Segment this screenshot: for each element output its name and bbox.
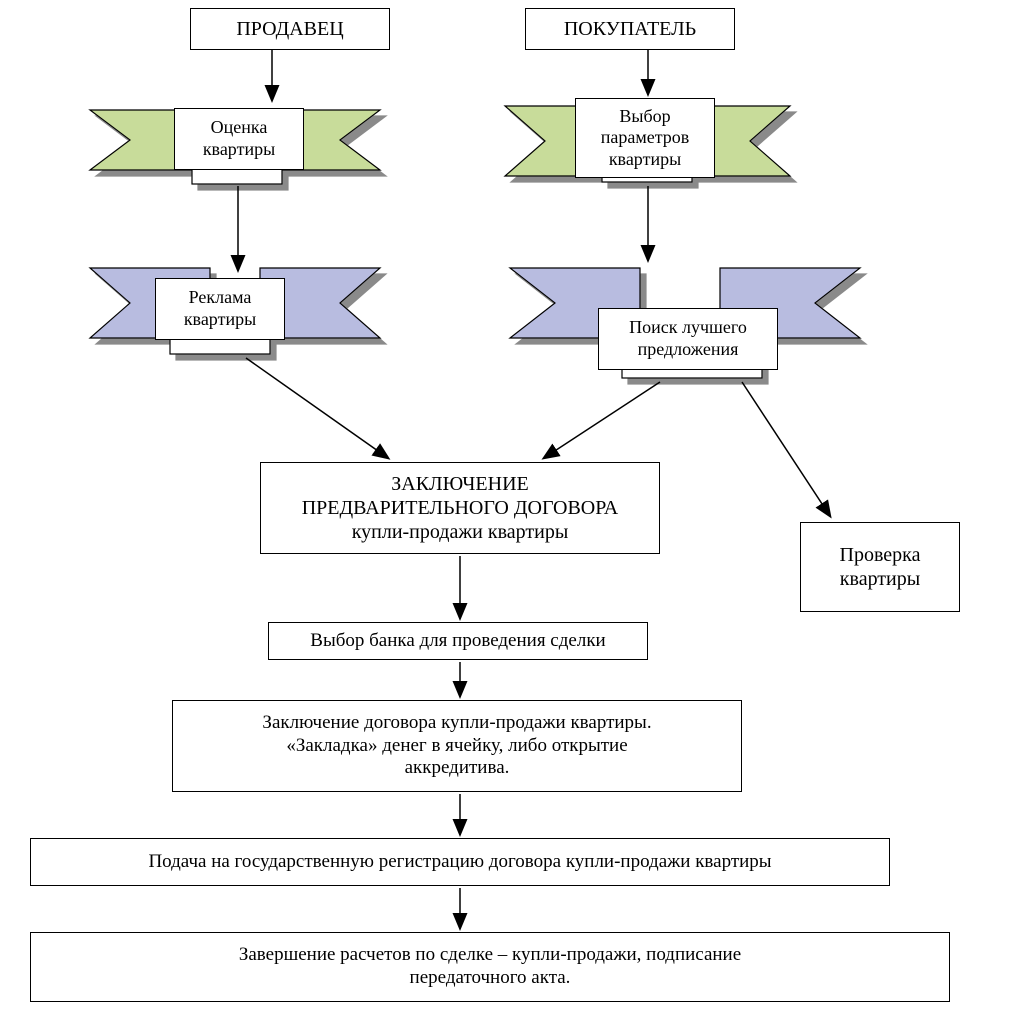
bank-box: Выбор банка для проведения сделки <box>268 622 648 660</box>
seller-step1-label: Оценка квартиры <box>203 117 275 160</box>
check-box: Проверка квартиры <box>800 522 960 612</box>
contract-line2: ПРЕДВАРИТЕЛЬНОГО ДОГОВОРА <box>302 496 619 520</box>
bank-label: Выбор банка для проведения сделки <box>310 630 605 653</box>
completion-box: Завершение расчетов по сделке – купли-пр… <box>30 932 950 1002</box>
buyer-title-label: ПОКУПАТЕЛЬ <box>564 17 696 41</box>
seller-step1-box: Оценка квартиры <box>174 108 304 170</box>
deal-line2: «Закладка» денег в ячейку, либо открытие <box>286 735 627 758</box>
registration-label: Подача на государственную регистрацию до… <box>148 851 771 874</box>
registration-box: Подача на государственную регистрацию до… <box>30 838 890 886</box>
deal-line3: аккредитива. <box>405 757 510 780</box>
seller-step2-box: Реклама квартиры <box>155 278 285 340</box>
contract-line3: купли-продажи квартиры <box>352 520 569 544</box>
deal-line1: Заключение договора купли-продажи кварти… <box>262 712 651 735</box>
deal-box: Заключение договора купли-продажи кварти… <box>172 700 742 792</box>
seller-title-label: ПРОДАВЕЦ <box>236 17 343 41</box>
buyer-step1-box: Выбор параметров квартиры <box>575 98 715 178</box>
contract-line1: ЗАКЛЮЧЕНИЕ <box>391 472 528 496</box>
contract-box: ЗАКЛЮЧЕНИЕ ПРЕДВАРИТЕЛЬНОГО ДОГОВОРА куп… <box>260 462 660 554</box>
seller-title-box: ПРОДАВЕЦ <box>190 8 390 50</box>
diagram-canvas: ПРОДАВЕЦ ПОКУПАТЕЛЬ Оценка квартиры Выбо… <box>0 0 1013 1024</box>
completion-line1: Завершение расчетов по сделке – купли-пр… <box>239 944 741 967</box>
buyer-step1-label: Выбор параметров квартиры <box>601 106 690 171</box>
check-label: Проверка квартиры <box>840 543 921 591</box>
seller-step2-label: Реклама квартиры <box>184 287 256 330</box>
completion-line2: передаточного акта. <box>410 967 571 990</box>
buyer-title-box: ПОКУПАТЕЛЬ <box>525 8 735 50</box>
buyer-step2-label: Поиск лучшего предложения <box>629 317 747 360</box>
buyer-step2-box: Поиск лучшего предложения <box>598 308 778 370</box>
